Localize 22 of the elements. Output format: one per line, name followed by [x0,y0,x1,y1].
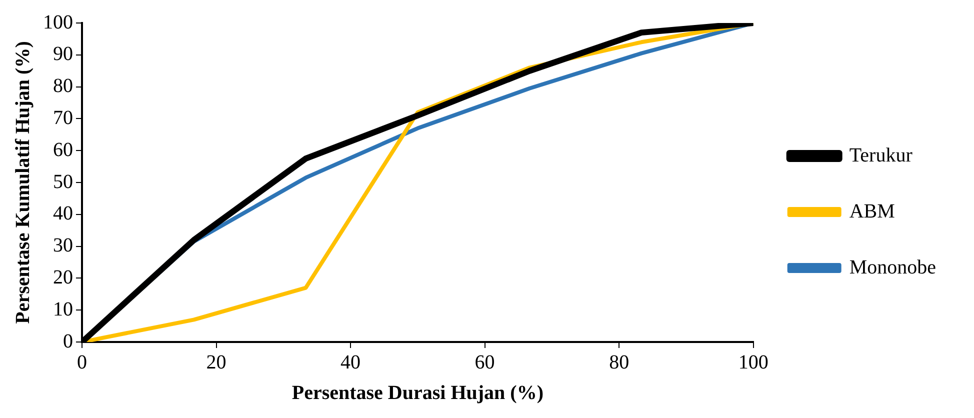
y-tick-label: 60 [53,138,73,161]
x-tick-label: 80 [609,351,630,374]
y-tick-label: 30 [53,234,73,257]
legend-label: Mononobe [849,256,936,278]
y-tick-label: 80 [53,75,73,98]
y-tick-label: 20 [53,266,73,288]
legend-label: Terukur [849,144,913,166]
y-tick-label: 0 [63,330,73,352]
y-tick-label: 50 [53,170,73,193]
x-tick-label: 20 [206,351,226,374]
x-tick-label: 0 [77,351,87,374]
y-axis-title: Persentase Kumulatif Hujan (%) [12,41,34,324]
x-tick-label: 100 [738,351,768,374]
y-tick-label: 90 [53,43,73,66]
x-axis-title: Persentase Durasi Hujan (%) [292,382,544,404]
y-tick-label: 100 [43,11,73,34]
y-tick-label: 40 [53,202,73,225]
x-tick-label: 40 [340,351,361,374]
y-tick-label: 70 [53,106,73,129]
x-tick-label: 60 [474,351,495,374]
legend-label: ABM [849,200,896,222]
y-tick-label: 10 [53,298,73,320]
